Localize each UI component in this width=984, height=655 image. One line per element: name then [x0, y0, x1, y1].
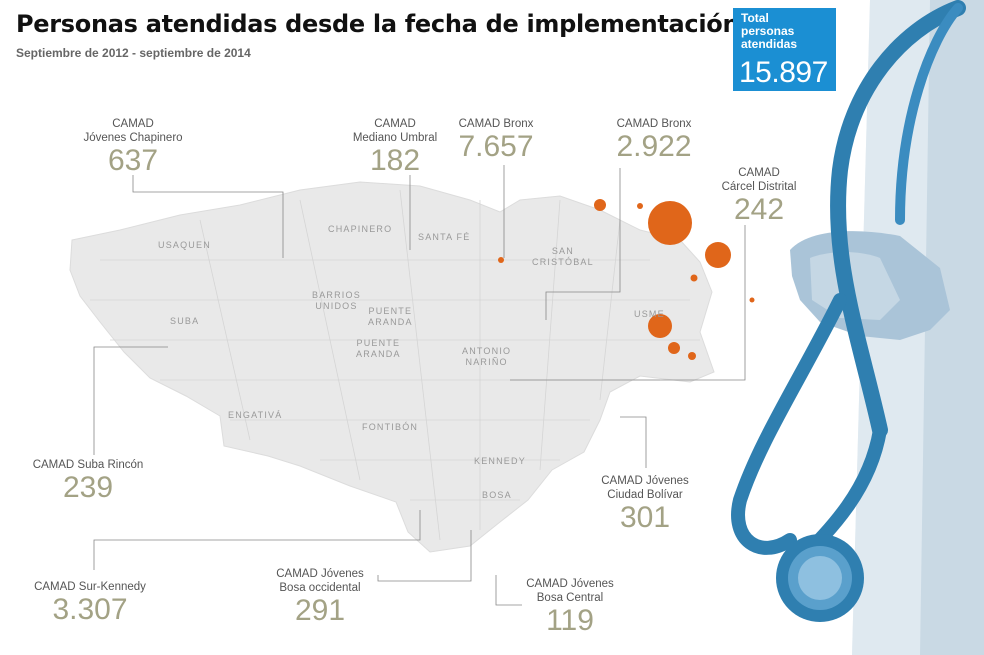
district-label: SUBA [170, 316, 200, 326]
city-silhouette [69, 181, 715, 553]
page-title: Personas atendidas desde la fecha de imp… [16, 10, 740, 38]
center-name: CAMAD Bronx [616, 118, 692, 130]
center-value: 239 [62, 471, 114, 504]
center-value: 242 [733, 193, 785, 226]
center-name: CAMAD Jóvenes Ciudad Bolívar [601, 475, 689, 501]
bubble-small [749, 297, 755, 303]
district-label: FONTIBÓN [362, 422, 419, 432]
center-label: CAMAD Bronx 7.657 [446, 117, 546, 163]
total-label: Total personas atendidas [741, 11, 798, 51]
district-label: USAQUEN [158, 240, 211, 250]
center-value: 7.657 [458, 130, 534, 163]
district-label: BARRIOS UNIDOS [312, 290, 361, 311]
doctor-illustration [731, 0, 984, 655]
center-name: CAMAD Bronx [458, 118, 534, 130]
district-label: SANTA FÉ [418, 232, 471, 242]
center-value: 182 [369, 144, 421, 177]
center-value: 3.307 [52, 593, 128, 626]
bubble-small [688, 352, 696, 360]
center-name: CAMAD Jóvenes Chapinero [83, 118, 183, 144]
district-label: ENGATIVÁ [228, 410, 283, 420]
bubble-small [637, 203, 643, 209]
bubble-small [498, 257, 504, 263]
district-label: CHAPINERO [328, 224, 393, 234]
district-label: PUENTE ARANDA [368, 306, 413, 327]
center-label: CAMAD Bronx 2.922 [604, 117, 704, 163]
center-label: CAMAD Jóvenes Ciudad Bolívar 301 [580, 474, 710, 534]
center-label: CAMAD Mediano Umbral 182 [340, 117, 450, 177]
center-value: 291 [294, 594, 346, 627]
total-box: Total personas atendidas 15.897 [733, 8, 836, 91]
center-value: 301 [619, 501, 671, 534]
district-label: PUENTE ARANDA [356, 338, 401, 359]
center-label: CAMAD Jóvenes Bosa Central 119 [505, 577, 635, 637]
center-name: CAMAD Cárcel Distrital [721, 167, 797, 193]
center-label: CAMAD Sur-Kennedy 3.307 [20, 580, 160, 626]
center-name: CAMAD Sur-Kennedy [34, 581, 146, 593]
center-label: CAMAD Jóvenes Chapinero 637 [63, 117, 203, 177]
center-bubbles [498, 199, 755, 360]
bubble-small [594, 199, 606, 211]
center-value: 119 [546, 604, 594, 637]
center-label: CAMAD Jóvenes Bosa occidental 291 [262, 567, 378, 627]
center-name: CAMAD Mediano Umbral [352, 118, 438, 144]
bubble-bronx [705, 242, 731, 268]
center-name: CAMAD Suba Rincón [32, 459, 144, 471]
district-label: USME [634, 309, 665, 319]
district-label: SAN CRISTÓBAL [532, 246, 594, 267]
center-label: CAMAD Cárcel Distrital 242 [704, 166, 814, 226]
total-value: 15.897 [739, 56, 828, 89]
center-name: CAMAD Jóvenes Bosa Central [526, 578, 614, 604]
center-value: 637 [107, 144, 159, 177]
bubble-small [690, 274, 698, 282]
center-label: CAMAD Suba Rincón 239 [18, 458, 158, 504]
district-label: ANTONIO NARIÑO [462, 346, 512, 367]
center-value: 2.922 [616, 130, 692, 163]
page-subtitle: Septiembre de 2012 - septiembre de 2014 [16, 46, 251, 60]
district-label: KENNEDY [474, 456, 526, 466]
bubble-bronx-large [648, 201, 692, 245]
district-label: BOSA [482, 490, 512, 500]
center-name: CAMAD Jóvenes Bosa occidental [276, 568, 364, 594]
bubble-usme [648, 314, 672, 338]
bubble-small [668, 342, 680, 354]
